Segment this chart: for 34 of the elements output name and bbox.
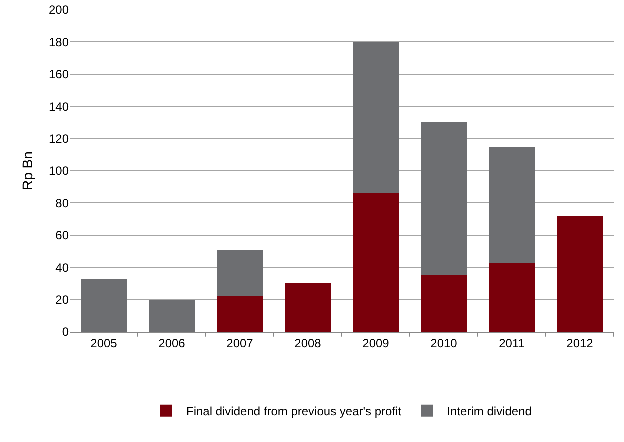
- bar: [488, 146, 536, 263]
- y-tick-label: 180: [48, 35, 70, 50]
- y-tick-label: 80: [56, 196, 70, 210]
- y-tick-label: 0: [62, 325, 70, 340]
- y-tick-label: 160: [48, 68, 70, 82]
- x-tick-label: 2011: [499, 336, 526, 350]
- bar: [284, 284, 332, 332]
- x-tick-label: 2010: [430, 336, 458, 350]
- x-tick-label: 2008: [294, 336, 322, 350]
- y-axis-title: Rp Bn: [20, 152, 36, 190]
- x-tick-label: 2006: [158, 336, 186, 350]
- x-tick-label: 2005: [90, 336, 118, 350]
- x-tick-label: 2009: [362, 336, 390, 350]
- x-tick-label: 2007: [226, 336, 254, 350]
- legend-label: Interim dividend: [447, 404, 532, 419]
- y-tick-label: 200: [48, 3, 70, 18]
- y-tick-label: 60: [56, 228, 70, 243]
- y-tick-label: 140: [48, 100, 70, 114]
- bar: [556, 216, 604, 332]
- x-tick-label: 2012: [566, 336, 594, 350]
- bar: [216, 296, 264, 332]
- bar: [420, 276, 468, 332]
- y-tick-label: 100: [48, 164, 70, 178]
- bar: [352, 42, 400, 194]
- y-tick-label: 120: [48, 132, 70, 146]
- bar: [488, 262, 536, 332]
- bar: [148, 300, 196, 332]
- bar: [420, 122, 468, 276]
- y-tick-label: 40: [56, 260, 70, 275]
- y-tick-label: 20: [56, 293, 70, 307]
- bar: [80, 278, 128, 332]
- legend-label: Final dividend from previous year's profit: [186, 404, 402, 419]
- bar: [352, 194, 400, 332]
- bar: [216, 250, 264, 297]
